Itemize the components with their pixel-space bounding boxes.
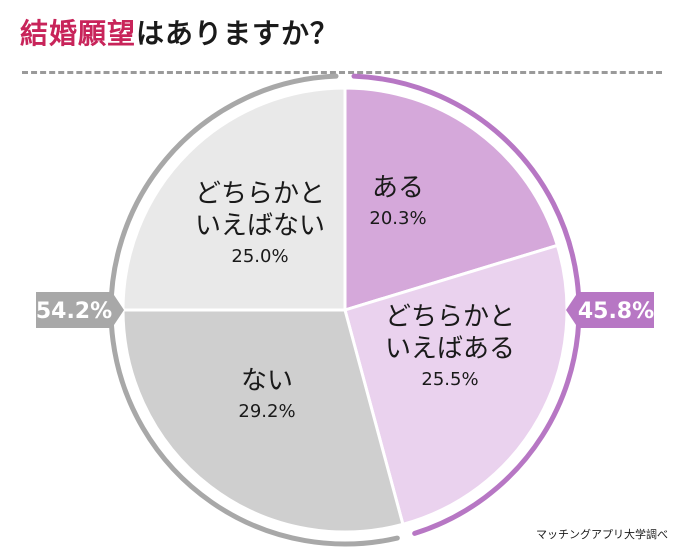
slice-value-label-0: 20.3% (369, 208, 426, 229)
group-badge-right (566, 292, 654, 328)
group-total-label-left: 54.2% (36, 299, 112, 324)
dashed-divider (22, 71, 662, 74)
source-note: マッチングアプリ大学調べ (536, 528, 668, 541)
slice-label-2-line-0: ない (241, 366, 293, 396)
group-total-label-right: 45.8% (578, 299, 654, 324)
pie-slice-0 (343, 86, 560, 313)
title-accent: 結婚願望 (20, 17, 137, 50)
pie-slice-1 (343, 243, 569, 527)
slice-label-3-line-1: いえばない (195, 211, 325, 241)
chart-title: 結婚願望はありますか？ (20, 12, 339, 52)
group-ring-right (351, 73, 582, 536)
slice-label-0-line-0: ある (372, 173, 424, 203)
pie-slice-2 (121, 308, 405, 534)
slice-label-1-line-0: どちらかと (385, 302, 515, 332)
slice-value-label-1: 25.5% (421, 369, 478, 390)
group-badge-left (36, 292, 124, 328)
slice-label-3-line-0: どちらかと (195, 179, 325, 209)
pie-slice-3 (121, 86, 347, 312)
slice-label-1-line-1: いえばある (385, 334, 515, 364)
slice-value-label-3: 25.0% (231, 246, 288, 267)
group-ring-left (108, 73, 400, 547)
slice-value-label-2: 29.2% (238, 401, 295, 422)
title-rest: はありますか？ (136, 17, 340, 50)
